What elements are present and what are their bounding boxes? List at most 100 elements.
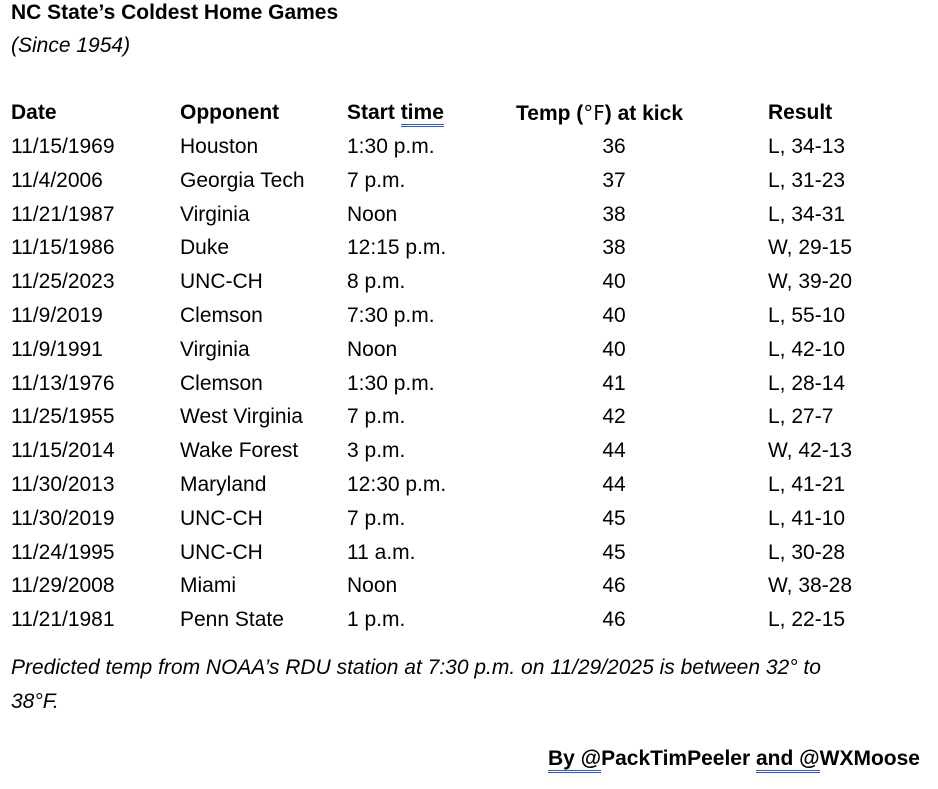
start-time-cell: 8 p.m. [347, 270, 406, 294]
temp-cell: 46 [602, 574, 626, 598]
temp-cell: 36 [602, 135, 626, 158]
opponent-cell: Miami [180, 574, 236, 598]
start-time-cell: Noon [347, 337, 398, 361]
result-cell: W, 29-15 [768, 236, 853, 260]
result-cell: L, 31-23 [768, 168, 846, 192]
header-start-time: Start time [347, 96, 516, 131]
table-row: 11/4/2006 Georgia Tech 7 p.m. 37 L, 31-2… [11, 164, 927, 198]
table-row: 11/15/1986 Duke 12:15 p.m. 38 W, 29-15 [11, 231, 927, 265]
coldest-games-table: Date Opponent Start time Temp (°F) at ki… [11, 96, 927, 637]
opponent-cell: Virginia [180, 337, 250, 361]
opponent-cell: UNC-CH [180, 270, 263, 294]
header-opponent: Opponent [180, 101, 280, 124]
opponent-cell: Maryland [180, 472, 267, 496]
result-cell: L, 34-31 [768, 202, 846, 226]
start-time-cell: 1:30 p.m. [347, 371, 435, 395]
credit-and-grammar-underline: and @ [756, 747, 820, 773]
temp-cell: 42 [602, 405, 626, 429]
table-header-row: Date Opponent Start time Temp (°F) at ki… [11, 96, 927, 130]
temp-cell: 38 [602, 236, 626, 260]
opponent-cell: Virginia [180, 202, 250, 226]
date-cell: 11/4/2006 [11, 168, 103, 192]
temp-cell: 45 [602, 540, 626, 564]
result-cell: L, 28-14 [768, 371, 846, 395]
date-cell: 11/15/1969 [11, 135, 115, 158]
result-cell: L, 30-28 [768, 540, 846, 564]
opponent-cell: UNC-CH [180, 540, 263, 564]
result-cell: L, 34-13 [768, 135, 846, 158]
table-row: 11/30/2013 Maryland 12:30 p.m. 44 L, 41-… [11, 468, 927, 502]
date-cell: 11/29/2008 [11, 574, 115, 598]
header-time-grammar-underline: time [400, 101, 444, 127]
start-time-cell: 12:15 p.m. [347, 236, 447, 260]
result-cell: W, 42-13 [768, 439, 853, 463]
date-cell: 11/9/1991 [11, 337, 103, 361]
table-row: 11/13/1976 Clemson 1:30 p.m. 41 L, 28-14 [11, 367, 927, 401]
date-cell: 11/9/2019 [11, 303, 103, 327]
result-cell: W, 39-20 [768, 270, 853, 294]
start-time-cell: Noon [347, 574, 398, 598]
start-time-cell: 7:30 p.m. [347, 303, 435, 327]
page-subtitle: (Since 1954) [11, 34, 131, 57]
table-row: 11/9/1991 Virginia Noon 40 L, 42-10 [11, 333, 927, 367]
date-cell: 11/21/1987 [11, 202, 115, 226]
opponent-cell: Wake Forest [180, 439, 299, 463]
table-body: 11/15/1969 Houston 1:30 p.m. 36 L, 34-13… [11, 130, 927, 637]
temp-cell: 38 [602, 202, 626, 226]
result-cell: L, 41-10 [768, 506, 846, 530]
start-time-cell: 3 p.m. [347, 439, 406, 463]
temp-cell: 44 [602, 472, 626, 496]
table-row: 11/15/2014 Wake Forest 3 p.m. 44 W, 42-1… [11, 434, 927, 468]
header-temp-suffix: ) at kick [604, 102, 684, 125]
table-row: 11/25/1955 West Virginia 7 p.m. 42 L, 27… [11, 400, 927, 434]
result-cell: L, 27-7 [768, 405, 834, 429]
date-cell: 11/15/2014 [11, 439, 115, 463]
start-time-cell: 12:30 p.m. [347, 472, 447, 496]
footnote-line-2: 38°F. [11, 690, 59, 713]
temp-cell: 46 [602, 608, 626, 632]
temp-cell: 37 [602, 168, 626, 192]
byline-credit: By @PackTimPeeler and @WXMoose [547, 744, 920, 774]
table-row: 11/30/2019 UNC-CH 7 p.m. 45 L, 41-10 [11, 502, 927, 536]
footnote-line-1: Predicted temp from NOAA’s RDU station a… [11, 656, 821, 679]
start-time-cell: 7 p.m. [347, 506, 406, 530]
table-row: 11/9/2019 Clemson 7:30 p.m. 40 L, 55-10 [11, 299, 927, 333]
table-row: 11/29/2008 Miami Noon 46 W, 38-28 [11, 569, 927, 603]
temp-cell: 40 [602, 303, 626, 327]
header-date: Date [11, 101, 57, 124]
result-cell: L, 41-21 [768, 472, 846, 496]
start-time-cell: Noon [347, 202, 398, 226]
date-cell: 11/25/2023 [11, 270, 115, 294]
temp-cell: 40 [602, 337, 626, 361]
opponent-cell: Penn State [180, 608, 284, 632]
temp-cell: 44 [602, 439, 626, 463]
temp-cell: 40 [602, 270, 626, 294]
prediction-footnote: Predicted temp from NOAA’s RDU station a… [11, 651, 927, 719]
credit-author-1: PackTimPeeler [601, 747, 756, 770]
start-time-cell: 11 a.m. [347, 540, 416, 564]
page-title: NC State’s Coldest Home Games [11, 1, 339, 24]
header-temp-prefix: Temp ( [516, 102, 584, 125]
header-start-prefix: Start [347, 101, 401, 124]
credit-author-2: WXMoose [819, 747, 920, 770]
temp-cell: 45 [602, 506, 626, 530]
start-time-cell: 1 p.m. [347, 608, 406, 632]
opponent-cell: West Virginia [180, 405, 303, 429]
date-cell: 11/13/1976 [11, 371, 115, 395]
date-cell: 11/15/1986 [11, 236, 115, 260]
opponent-cell: Clemson [180, 371, 263, 395]
header-result: Result [768, 101, 833, 124]
result-cell: L, 42-10 [768, 337, 846, 361]
credit-by-grammar-underline: By @ [547, 747, 602, 773]
date-cell: 11/21/1981 [11, 608, 115, 632]
header-temp: Temp (°F) at kick [516, 96, 712, 131]
date-cell: 11/24/1995 [11, 540, 115, 564]
date-cell: 11/30/2013 [11, 472, 115, 496]
date-cell: 11/25/1955 [11, 405, 115, 429]
opponent-cell: Duke [180, 236, 230, 260]
opponent-cell: Georgia Tech [180, 168, 305, 192]
date-cell: 11/30/2019 [11, 506, 115, 530]
start-time-cell: 1:30 p.m. [347, 135, 435, 158]
start-time-cell: 7 p.m. [347, 405, 406, 429]
